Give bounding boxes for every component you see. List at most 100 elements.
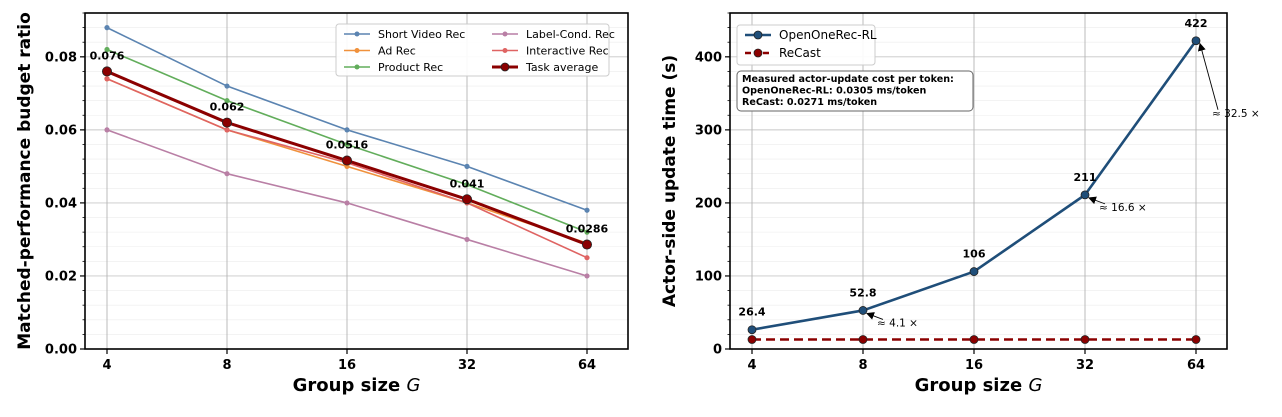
data-point <box>1080 335 1090 344</box>
data-label: 106 <box>963 248 986 261</box>
data-point <box>858 306 868 315</box>
y-tick-label: 0.00 <box>45 343 77 358</box>
x-axis: 4 8 16 32 64 <box>102 349 596 373</box>
legend-marker <box>354 64 360 70</box>
x-tick-label: 16 <box>338 358 356 373</box>
data-label: 0.0516 <box>326 139 369 152</box>
legend-marker <box>500 62 510 72</box>
legend-item: ReCast <box>745 46 821 60</box>
legend-marker <box>753 48 763 58</box>
y-tick-label: 0.08 <box>45 50 77 65</box>
y-tick-label: 0 <box>713 343 722 358</box>
series-group <box>102 25 593 279</box>
data-labels: 26.4 52.8 106 211 422 <box>738 17 1207 319</box>
legend-label: Interactive Rec <box>526 45 609 58</box>
x-axis-title: Group size G <box>915 375 1043 396</box>
data-point <box>969 335 979 344</box>
y-tick-label: 200 <box>695 196 722 211</box>
legend-item: Short Video Rec <box>344 28 465 41</box>
data-point <box>1191 335 1201 344</box>
data-point <box>464 182 470 188</box>
legend-marker <box>502 31 508 37</box>
x-axis: 4 8 16 32 64 <box>747 349 1205 373</box>
update-time-chart: 0 100 200 300 400 4 8 16 32 64 Group size G Actor-s… <box>660 12 1260 396</box>
cost-info-box: Measured actor-update cost per token:Ope… <box>736 70 974 112</box>
data-point <box>104 76 110 82</box>
x-tick-label: 64 <box>1187 358 1205 373</box>
x-axis-title-text: Group size <box>293 375 407 396</box>
y-tick-label: 0.04 <box>45 196 77 211</box>
x-axis-title-variable: G <box>406 375 420 396</box>
data-label: 0.0286 <box>566 223 609 236</box>
legend-marker <box>753 30 763 40</box>
data-point <box>969 267 979 276</box>
data-point <box>104 127 110 133</box>
ratio-annotations: ≈ 4.1 × ≈ 16.6 × ≈ 32.5 × <box>866 42 1260 329</box>
ratio-arrow <box>1088 196 1106 205</box>
data-point <box>344 200 350 206</box>
legend: Short Video Rec Ad Rec Product Rec Label-Co… <box>335 23 615 77</box>
data-point <box>584 229 590 235</box>
data-point <box>584 273 590 279</box>
data-point <box>104 25 110 31</box>
y-axis: 0.00 0.02 0.04 0.06 0.08 <box>45 12 85 358</box>
x-tick-label: 4 <box>747 358 756 373</box>
data-point <box>341 155 352 166</box>
data-label: 211 <box>1074 171 1097 184</box>
y-axis: 0 100 200 300 400 <box>695 12 730 358</box>
info-box-line: OpenOneRec-RL: 0.0305 ms/token <box>742 86 926 97</box>
legend-label: Task average <box>525 61 599 74</box>
data-label: 0.041 <box>450 177 485 190</box>
data-point <box>104 46 110 53</box>
plot-frame <box>729 12 1228 350</box>
x-axis-title-text: Group size <box>915 375 1029 396</box>
ratio-label: ≈ 4.1 × <box>877 317 918 329</box>
data-point <box>224 127 230 133</box>
data-point <box>584 207 590 213</box>
x-tick-label: 16 <box>965 358 983 373</box>
ratio-arrow <box>866 312 884 320</box>
x-tick-label: 8 <box>222 358 231 373</box>
data-point <box>1080 190 1090 200</box>
info-box-line: ReCast: 0.0271 ms/token <box>742 97 877 108</box>
legend-item: Ad Rec <box>344 45 416 58</box>
data-point <box>464 236 470 243</box>
x-tick-label: 32 <box>1076 358 1094 373</box>
legend-label: Short Video Rec <box>378 28 465 41</box>
legend-item: Interactive Rec <box>492 45 609 58</box>
data-point <box>344 127 350 133</box>
ratio-arrow <box>1197 42 1219 110</box>
data-point <box>1191 36 1201 46</box>
legend-box <box>335 23 610 77</box>
data-point <box>102 66 113 77</box>
ratio-label: ≈ 16.6 × <box>1099 202 1147 214</box>
x-tick-label: 64 <box>578 358 596 373</box>
y-tick-label: 0.02 <box>45 269 77 284</box>
legend-label: OpenOneRec-RL <box>779 28 877 42</box>
data-point <box>858 335 868 344</box>
legend-item: Product Rec <box>344 61 443 74</box>
legend-item: Task average <box>492 61 599 74</box>
plot-frame <box>84 12 629 350</box>
data-point <box>224 83 230 89</box>
legend-marker <box>354 48 360 53</box>
series-group <box>747 36 1201 344</box>
legend-marker <box>354 31 360 37</box>
legend-label: ReCast <box>779 46 821 60</box>
x-tick-label: 32 <box>458 358 476 373</box>
legend-label: Product Rec <box>378 61 443 74</box>
data-labels: 0.076 0.062 0.0516 0.041 0.0286 <box>90 49 609 235</box>
y-axis-title: Matched-performance budget ratio <box>15 12 35 349</box>
y-tick-label: 400 <box>695 50 722 65</box>
legend-item: OpenOneRec-RL <box>745 28 877 42</box>
y-tick-label: 0.06 <box>45 123 77 138</box>
data-label: 0.076 <box>90 49 125 62</box>
data-label: 26.4 <box>738 306 765 319</box>
data-label: 0.062 <box>210 101 245 114</box>
y-tick-label: 300 <box>695 123 722 138</box>
data-point <box>584 255 590 261</box>
x-axis-title: Group size G <box>293 375 421 396</box>
data-point <box>747 335 757 344</box>
data-point <box>464 163 470 169</box>
